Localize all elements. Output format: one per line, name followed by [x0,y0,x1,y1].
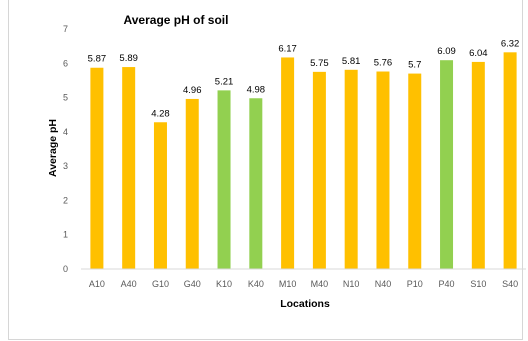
data-label: 5.75 [310,58,329,69]
x-tick-label: S10 [470,279,486,289]
x-tick-label: G10 [152,279,169,289]
data-label: 4.28 [151,108,170,119]
x-tick-label: M40 [311,279,329,289]
y-axis-label: Average pH [47,119,59,177]
bar [249,98,263,269]
y-tick-label: 0 [63,264,68,274]
data-label: 6.17 [278,43,297,54]
chart-title: Average pH of soil [124,13,229,27]
bars [90,52,517,270]
x-tick-label: M10 [279,279,297,289]
y-tick-label: 6 [63,58,68,68]
bar [408,73,422,269]
x-tick-label: P10 [407,279,423,289]
bar [376,71,390,269]
data-label: 5.81 [342,56,361,67]
y-axis-ticks: 0 1 2 3 4 5 6 7 [63,24,68,274]
bar [122,67,136,269]
y-tick-label: 1 [63,230,68,240]
data-labels: 5.87 5.894.284.965.214.986.175.75 5.81 5.76… [88,38,520,119]
bar [185,98,199,269]
x-tick-label: A40 [121,279,137,289]
x-tick-label: A10 [89,279,105,289]
data-label: 5.87 [88,54,107,65]
bar [153,122,167,269]
bar [344,69,358,269]
y-tick-label: 3 [63,161,68,171]
x-tick-label: G40 [184,279,201,289]
y-tick-label: 5 [63,93,68,103]
chart-frame [8,0,523,340]
x-tick-label: K40 [248,279,264,289]
x-axis-ticks: A10 A40 G10 G40 K10 K40 M10 M40 N10 N40 P10 P40 S10 S… [89,279,518,289]
x-tick-label: N10 [343,279,360,289]
data-label: 6.32 [501,38,520,49]
x-axis-label: Locations [280,298,330,310]
x-tick-label: S40 [502,279,518,289]
data-label: 4.96 [183,85,202,96]
x-tick-label: N40 [375,279,392,289]
bar [90,67,104,269]
bar [281,57,295,270]
data-label: 5.21 [215,76,234,87]
bar [440,60,454,270]
data-label: 5.7 [408,60,421,71]
y-tick-label: 2 [63,195,68,205]
x-tick-label: K10 [216,279,232,289]
data-label: 4.98 [247,84,266,95]
data-label: 5.89 [119,53,138,64]
y-tick-label: 4 [63,127,68,137]
bar [503,52,517,269]
y-tick-label: 7 [63,24,68,34]
data-label: 6.09 [437,46,456,57]
x-tick-label: P40 [439,279,455,289]
bar [312,71,326,269]
bar [217,90,231,269]
data-label: 6.04 [469,48,488,59]
data-label: 5.76 [374,58,393,69]
bar [471,61,485,269]
